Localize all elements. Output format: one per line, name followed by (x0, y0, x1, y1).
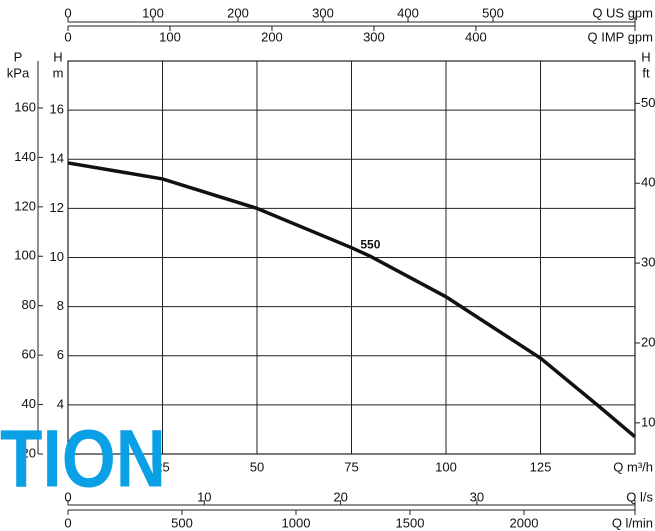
tick-label: 0 (64, 515, 71, 530)
tick-label: 100 (159, 29, 181, 44)
axis-label: Q US gpm (592, 5, 653, 20)
tick-label: 100 (14, 248, 36, 263)
y-axis-unit: m (53, 65, 64, 80)
tick-label: 400 (465, 29, 487, 44)
axis-label: Q l/s (626, 489, 653, 504)
tick-label: 10 (641, 414, 655, 429)
axis-label: H (641, 49, 650, 64)
tick-label: 2000 (510, 515, 539, 530)
axis-unit: ft (642, 65, 650, 80)
x-tick-label: 125 (530, 459, 552, 474)
tick-label: 20 (333, 489, 347, 504)
tick-label: 0 (64, 5, 71, 20)
tick-label: 400 (397, 5, 419, 20)
tick-label: 0 (64, 489, 71, 504)
curve (67, 161, 637, 439)
y-tick-label: 14 (50, 151, 64, 166)
tick-label: 40 (641, 175, 655, 190)
y-axis-label: H (53, 49, 62, 64)
curve-label: 550 (360, 237, 380, 251)
x-axis-label: Q m³/h (613, 459, 653, 474)
tick-label: 300 (312, 5, 334, 20)
tick-label: 40 (22, 396, 36, 411)
tick-label: 160 (14, 99, 36, 114)
x-tick-label: 100 (435, 459, 457, 474)
axis-label: Q IMP gpm (587, 29, 653, 44)
y-tick-label: 10 (50, 249, 64, 264)
tick-label: 50 (641, 95, 655, 110)
tick-label: 100 (142, 5, 164, 20)
tick-label: 10 (197, 489, 211, 504)
tick-label: 60 (22, 347, 36, 362)
y-tick-label: 16 (50, 102, 64, 117)
y-tick-label: 8 (57, 298, 64, 313)
tick-label: 20 (22, 445, 36, 460)
tick-label: 300 (363, 29, 385, 44)
axis-label: Q l/min (612, 515, 653, 530)
tick-label: 0 (64, 29, 71, 44)
x-tick-label: 25 (155, 459, 169, 474)
y-tick-label: 6 (57, 347, 64, 362)
tick-label: 500 (171, 515, 193, 530)
y-tick-label: 12 (50, 200, 64, 215)
tick-label: 1000 (282, 515, 311, 530)
y-tick-label: 4 (57, 396, 64, 411)
tick-label: 140 (14, 149, 36, 164)
watermark: TION (0, 414, 166, 505)
tick-label: 30 (641, 255, 655, 270)
axis-unit: kPa (7, 65, 30, 80)
tick-label: 120 (14, 198, 36, 213)
tick-label: 20 (641, 334, 655, 349)
x-tick-label: 75 (344, 459, 358, 474)
tick-label: 80 (22, 297, 36, 312)
tick-label: 500 (482, 5, 504, 20)
x-tick-label: 50 (250, 459, 264, 474)
tick-label: 1500 (396, 515, 425, 530)
tick-label: 200 (261, 29, 283, 44)
tick-label: 200 (227, 5, 249, 20)
tick-label: 30 (470, 489, 484, 504)
axis-label: P (14, 49, 23, 64)
